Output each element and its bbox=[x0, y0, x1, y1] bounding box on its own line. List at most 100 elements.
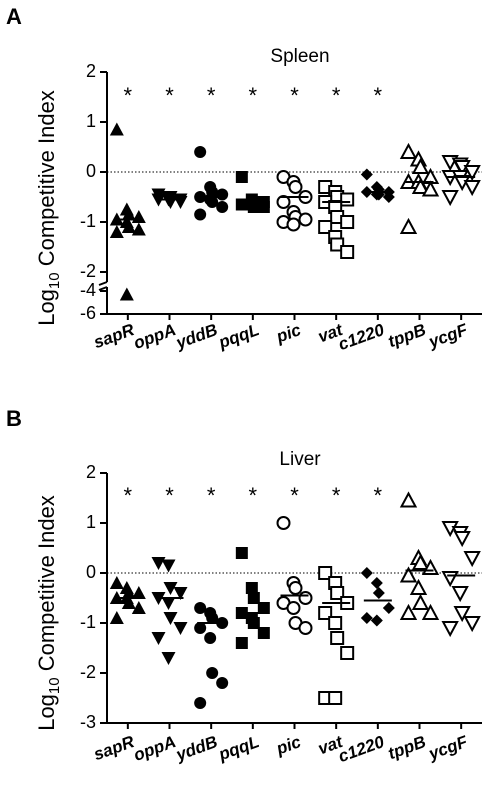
point bbox=[216, 201, 229, 213]
point bbox=[453, 606, 471, 623]
point bbox=[382, 191, 395, 203]
point bbox=[245, 582, 258, 594]
point bbox=[194, 622, 207, 634]
point bbox=[399, 142, 418, 159]
point bbox=[441, 571, 459, 588]
point bbox=[463, 180, 481, 197]
x-tick-label: c1220 bbox=[336, 732, 387, 766]
x-tick-label: tppB bbox=[386, 732, 429, 763]
point bbox=[163, 612, 178, 625]
y-label-part: Competitive Index bbox=[34, 90, 59, 272]
significance: * bbox=[290, 83, 299, 108]
y-axis-label: Log10 Competitive Index bbox=[34, 90, 63, 326]
y-label-sub: 10 bbox=[46, 272, 63, 289]
point bbox=[298, 591, 313, 605]
point bbox=[370, 614, 383, 627]
point bbox=[399, 566, 418, 583]
point bbox=[257, 201, 270, 213]
point bbox=[161, 652, 176, 665]
axis-break bbox=[98, 281, 108, 286]
point bbox=[257, 627, 270, 639]
point bbox=[453, 531, 471, 548]
point bbox=[451, 586, 469, 603]
point bbox=[204, 632, 217, 644]
point bbox=[411, 177, 430, 194]
point bbox=[151, 557, 166, 570]
point bbox=[194, 602, 207, 614]
point bbox=[109, 122, 124, 136]
x-tick-label: pqqL bbox=[215, 320, 261, 352]
point bbox=[372, 587, 385, 599]
point bbox=[151, 632, 166, 645]
point bbox=[247, 592, 260, 604]
point bbox=[109, 611, 124, 624]
point bbox=[421, 603, 440, 620]
point bbox=[328, 691, 343, 705]
y-tick-label: 2 bbox=[86, 462, 96, 482]
x-tick-label: pqqL bbox=[215, 732, 261, 764]
point bbox=[131, 210, 146, 223]
point bbox=[421, 180, 440, 197]
point bbox=[235, 171, 248, 183]
point bbox=[382, 602, 395, 614]
x-tick-label: oppA bbox=[131, 732, 178, 765]
point bbox=[288, 180, 303, 194]
point bbox=[360, 168, 373, 181]
point bbox=[206, 612, 219, 624]
y-tick-label: -4 bbox=[80, 280, 96, 300]
y-tick-label: 0 bbox=[86, 562, 96, 582]
x-tick-label: pic bbox=[273, 320, 304, 347]
significance: * bbox=[374, 83, 383, 108]
point bbox=[121, 220, 136, 233]
point bbox=[399, 603, 418, 620]
significance: * bbox=[290, 483, 299, 508]
y-tick-label: -6 bbox=[80, 303, 96, 323]
point bbox=[463, 551, 481, 568]
y-label-part: Log bbox=[34, 694, 59, 731]
y-tick-label: -1 bbox=[80, 612, 96, 632]
point bbox=[286, 217, 301, 232]
x-tick-label: yddB bbox=[173, 320, 220, 353]
x-tick-label: ycgF bbox=[425, 732, 470, 764]
x-tick-label: oppA bbox=[131, 320, 178, 353]
point bbox=[161, 597, 176, 610]
point bbox=[340, 245, 355, 259]
point bbox=[340, 646, 355, 660]
point bbox=[298, 212, 313, 227]
y-tick-label: -2 bbox=[80, 662, 96, 682]
point bbox=[109, 225, 124, 238]
chart-title: Liver bbox=[279, 449, 321, 470]
significance: * bbox=[165, 83, 174, 108]
point bbox=[370, 577, 383, 589]
point bbox=[276, 516, 291, 530]
significance: * bbox=[207, 83, 216, 108]
x-tick-label: pic bbox=[273, 732, 304, 759]
x-tick-label: tppB bbox=[386, 320, 429, 351]
point bbox=[340, 192, 355, 207]
axis-break bbox=[98, 286, 108, 291]
point bbox=[235, 637, 248, 649]
point bbox=[411, 157, 430, 174]
point bbox=[121, 596, 136, 609]
significance: * bbox=[249, 483, 258, 508]
point bbox=[360, 612, 373, 624]
point bbox=[463, 165, 481, 182]
point bbox=[194, 146, 207, 158]
y-tick-label: -3 bbox=[80, 712, 96, 732]
point bbox=[131, 586, 146, 599]
point bbox=[109, 576, 124, 589]
point bbox=[194, 697, 207, 709]
point bbox=[131, 601, 146, 614]
y-tick-label: -2 bbox=[80, 261, 96, 281]
point bbox=[441, 190, 459, 207]
point bbox=[206, 667, 219, 679]
point bbox=[411, 553, 430, 570]
significance: * bbox=[249, 83, 258, 108]
y-tick-label: 1 bbox=[86, 512, 96, 532]
point bbox=[119, 287, 134, 301]
point bbox=[247, 617, 260, 629]
point bbox=[194, 208, 207, 221]
panel-label: B bbox=[6, 406, 22, 431]
y-axis-label: Log10 Competitive Index bbox=[34, 495, 63, 731]
